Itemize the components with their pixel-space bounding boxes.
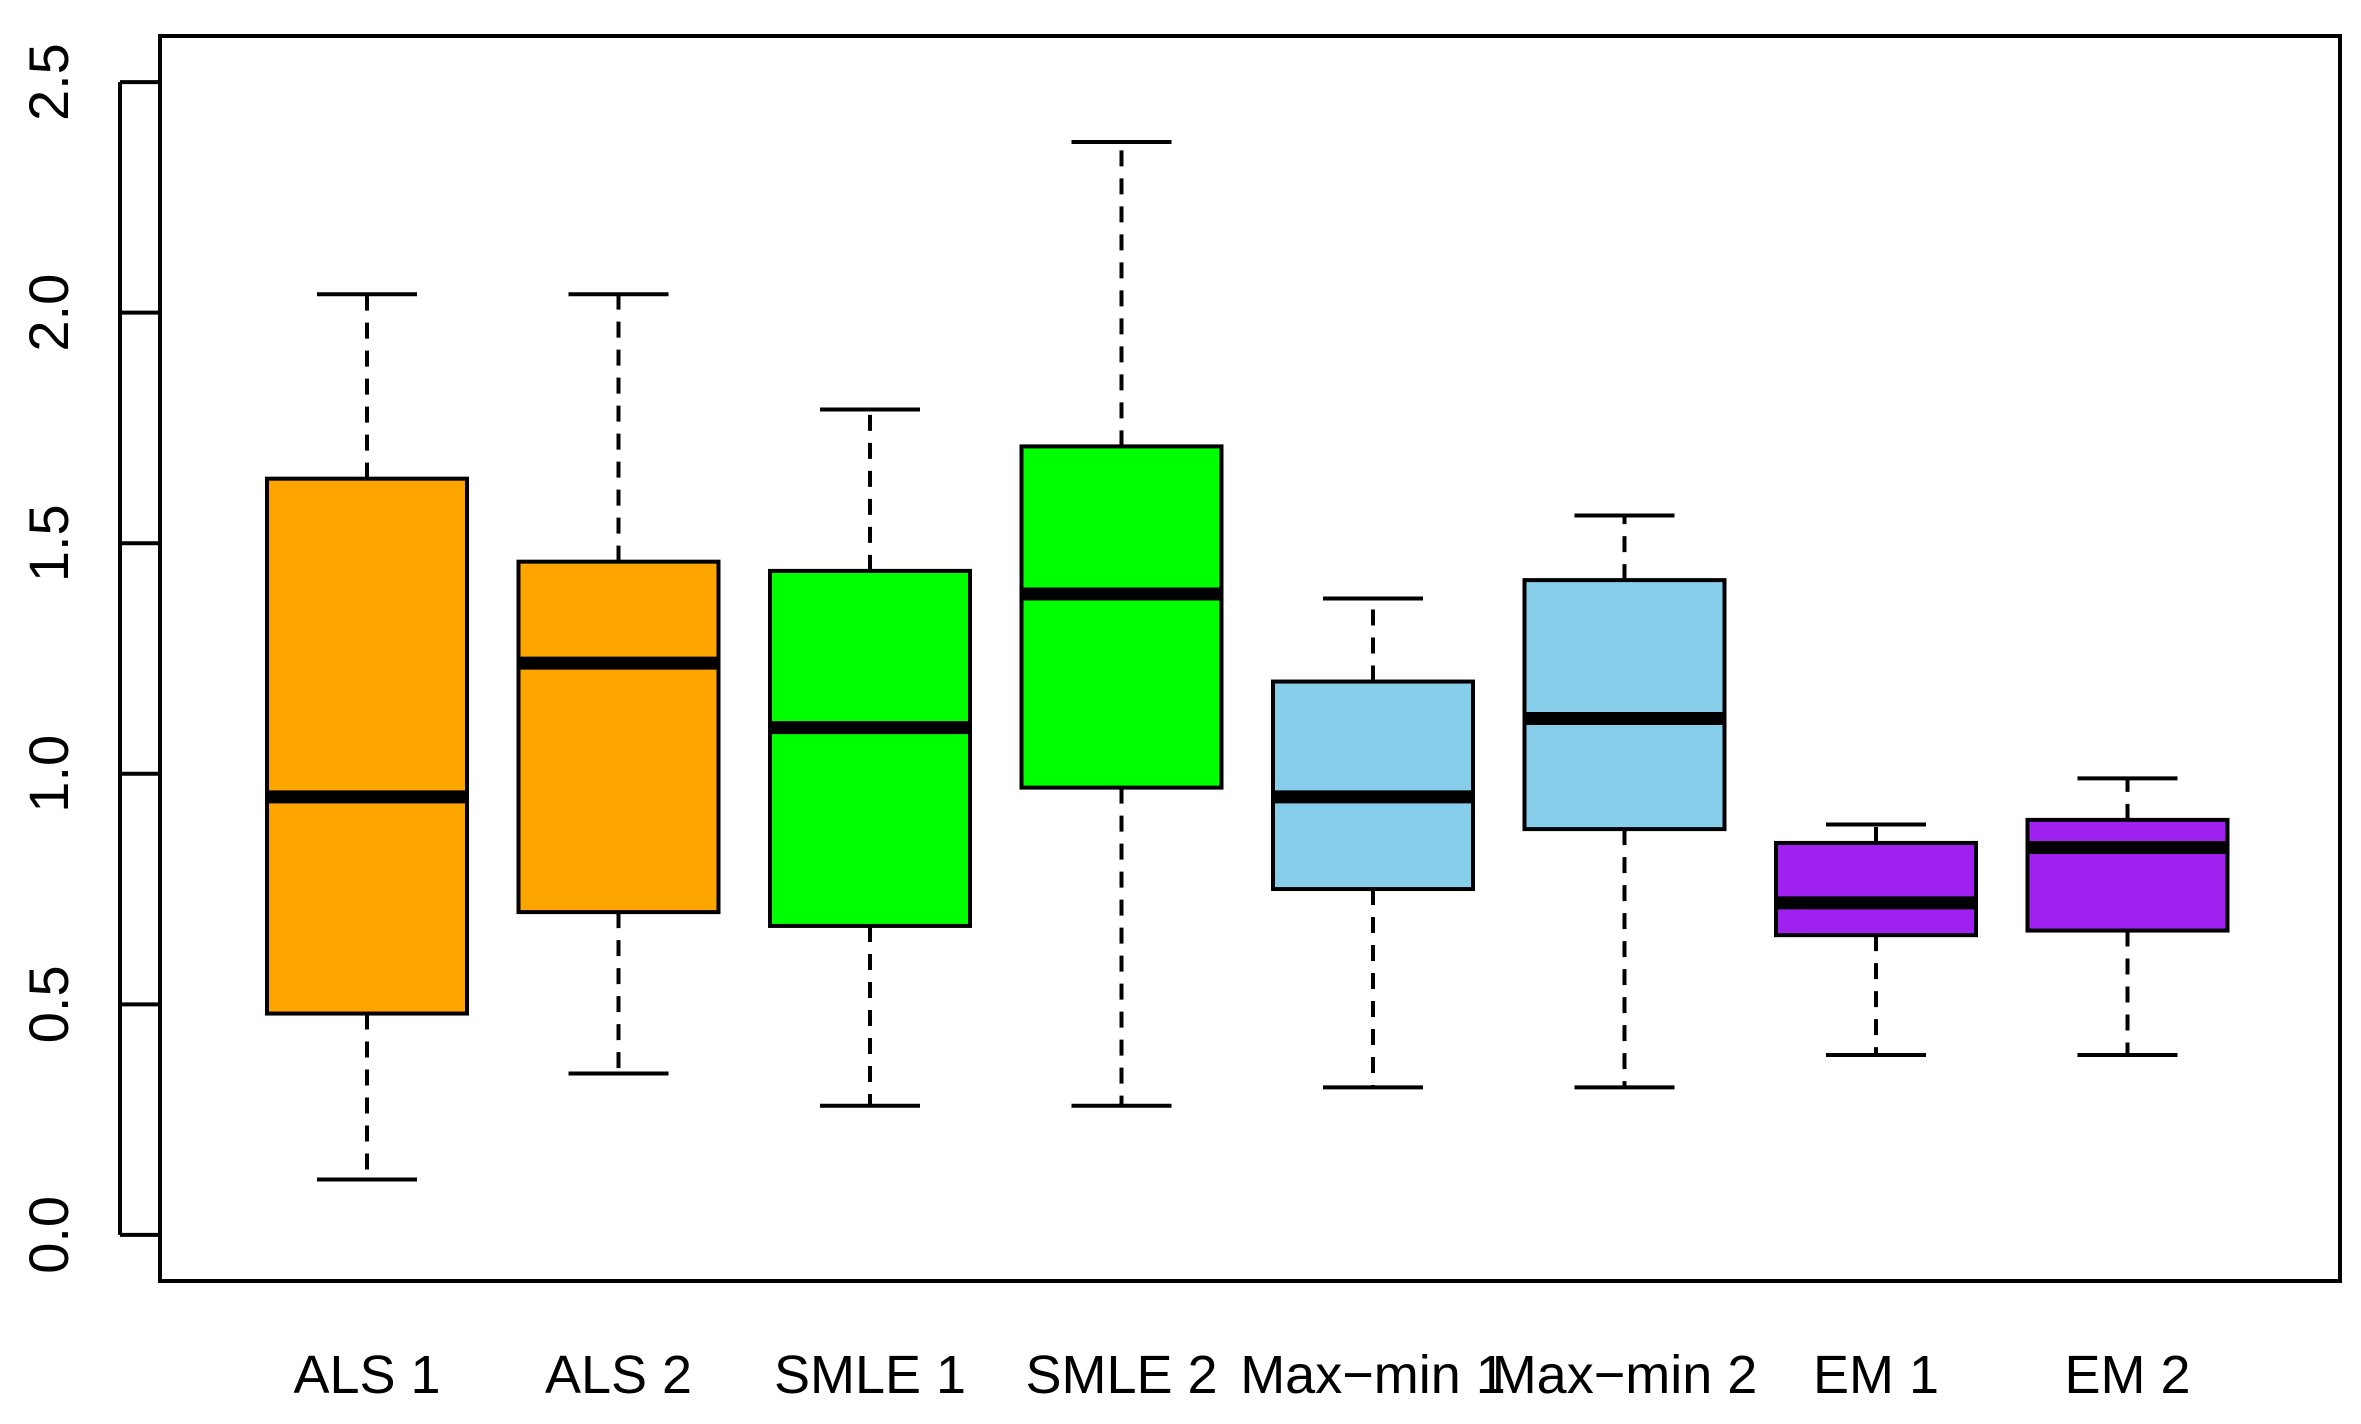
box-em-1 (1774, 822, 1978, 1058)
x-category-label: SMLE 1 (774, 1345, 966, 1405)
iqr-box (1271, 679, 1475, 892)
y-tick-label: 1.5 (17, 504, 80, 582)
y-axis: 0.0 0.5 1.0 1.5 2.0 2.5 (17, 43, 160, 1274)
iqr-box (516, 559, 721, 915)
boxes (265, 140, 2230, 1182)
iqr-box (2025, 817, 2230, 933)
y-tick-label: 1.0 (17, 735, 80, 813)
x-category-label: Max−min 1 (1240, 1345, 1506, 1405)
box-smle-2 (1019, 140, 1224, 1108)
box-max-min-1 (1271, 596, 1475, 1090)
box-max-min-2 (1522, 513, 1727, 1090)
y-tick-label: 0.0 (17, 1196, 80, 1274)
iqr-box (1019, 444, 1224, 790)
iqr-box (1774, 840, 1978, 938)
x-category-label: EM 1 (1813, 1345, 1939, 1405)
x-category-label: ALS 2 (545, 1345, 692, 1405)
x-category-label: EM 2 (2064, 1345, 2190, 1405)
x-category-label: ALS 1 (293, 1345, 440, 1405)
iqr-box (768, 568, 972, 928)
box-smle-1 (768, 407, 972, 1108)
y-tick-label: 2.5 (17, 43, 80, 121)
x-category-label: Max−min 2 (1492, 1345, 1758, 1405)
iqr-box (1522, 578, 1727, 832)
y-tick-label: 2.0 (17, 274, 80, 352)
x-category-label: SMLE 2 (1025, 1345, 1217, 1405)
iqr-box (265, 476, 469, 1016)
box-em-2 (2025, 776, 2230, 1058)
plot-frame (158, 34, 2342, 1283)
box-als-2 (516, 292, 721, 1076)
box-als-1 (265, 292, 469, 1182)
y-tick-label: 0.5 (17, 965, 80, 1043)
